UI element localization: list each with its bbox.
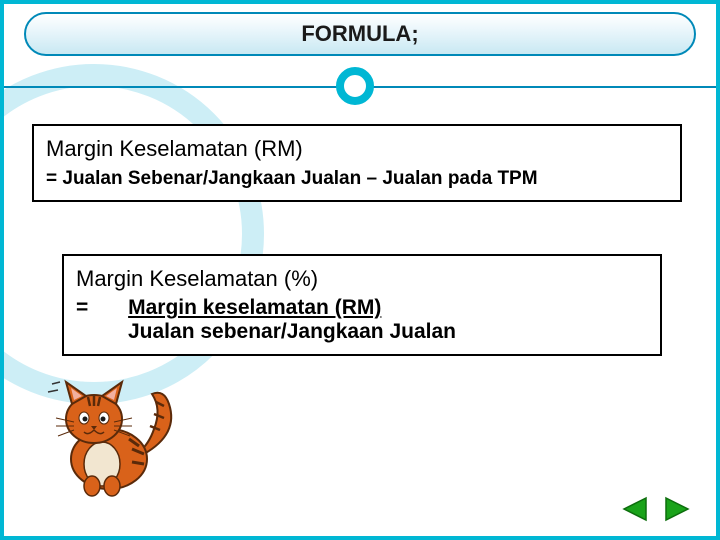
formula-percent-numerator-row: = Margin keselamatan (RM) — [76, 296, 648, 320]
formula-percent-denominator: Jualan sebenar/Jangkaan Jualan — [128, 320, 648, 344]
formula-box-rm: Margin Keselamatan (RM) = Jualan Sebenar… — [32, 124, 682, 202]
formula-rm-title: Margin Keselamatan (RM) — [46, 136, 668, 162]
equals-sign: = — [76, 296, 88, 319]
prev-button[interactable] — [616, 494, 652, 524]
formula-percent-numerator: Margin keselamatan (RM) — [128, 296, 381, 319]
next-button[interactable] — [660, 494, 696, 524]
formula-rm-expression: = Jualan Sebenar/Jangkaan Jualan – Juala… — [46, 168, 668, 190]
page-title: FORMULA; — [301, 21, 418, 47]
formula-box-percent: Margin Keselamatan (%) = Margin keselama… — [62, 254, 662, 356]
formula-percent-title: Margin Keselamatan (%) — [76, 266, 648, 292]
circle-icon — [336, 67, 374, 105]
cat-illustration — [44, 364, 184, 504]
header-bar: FORMULA; — [24, 12, 696, 56]
nav-buttons — [616, 494, 696, 524]
